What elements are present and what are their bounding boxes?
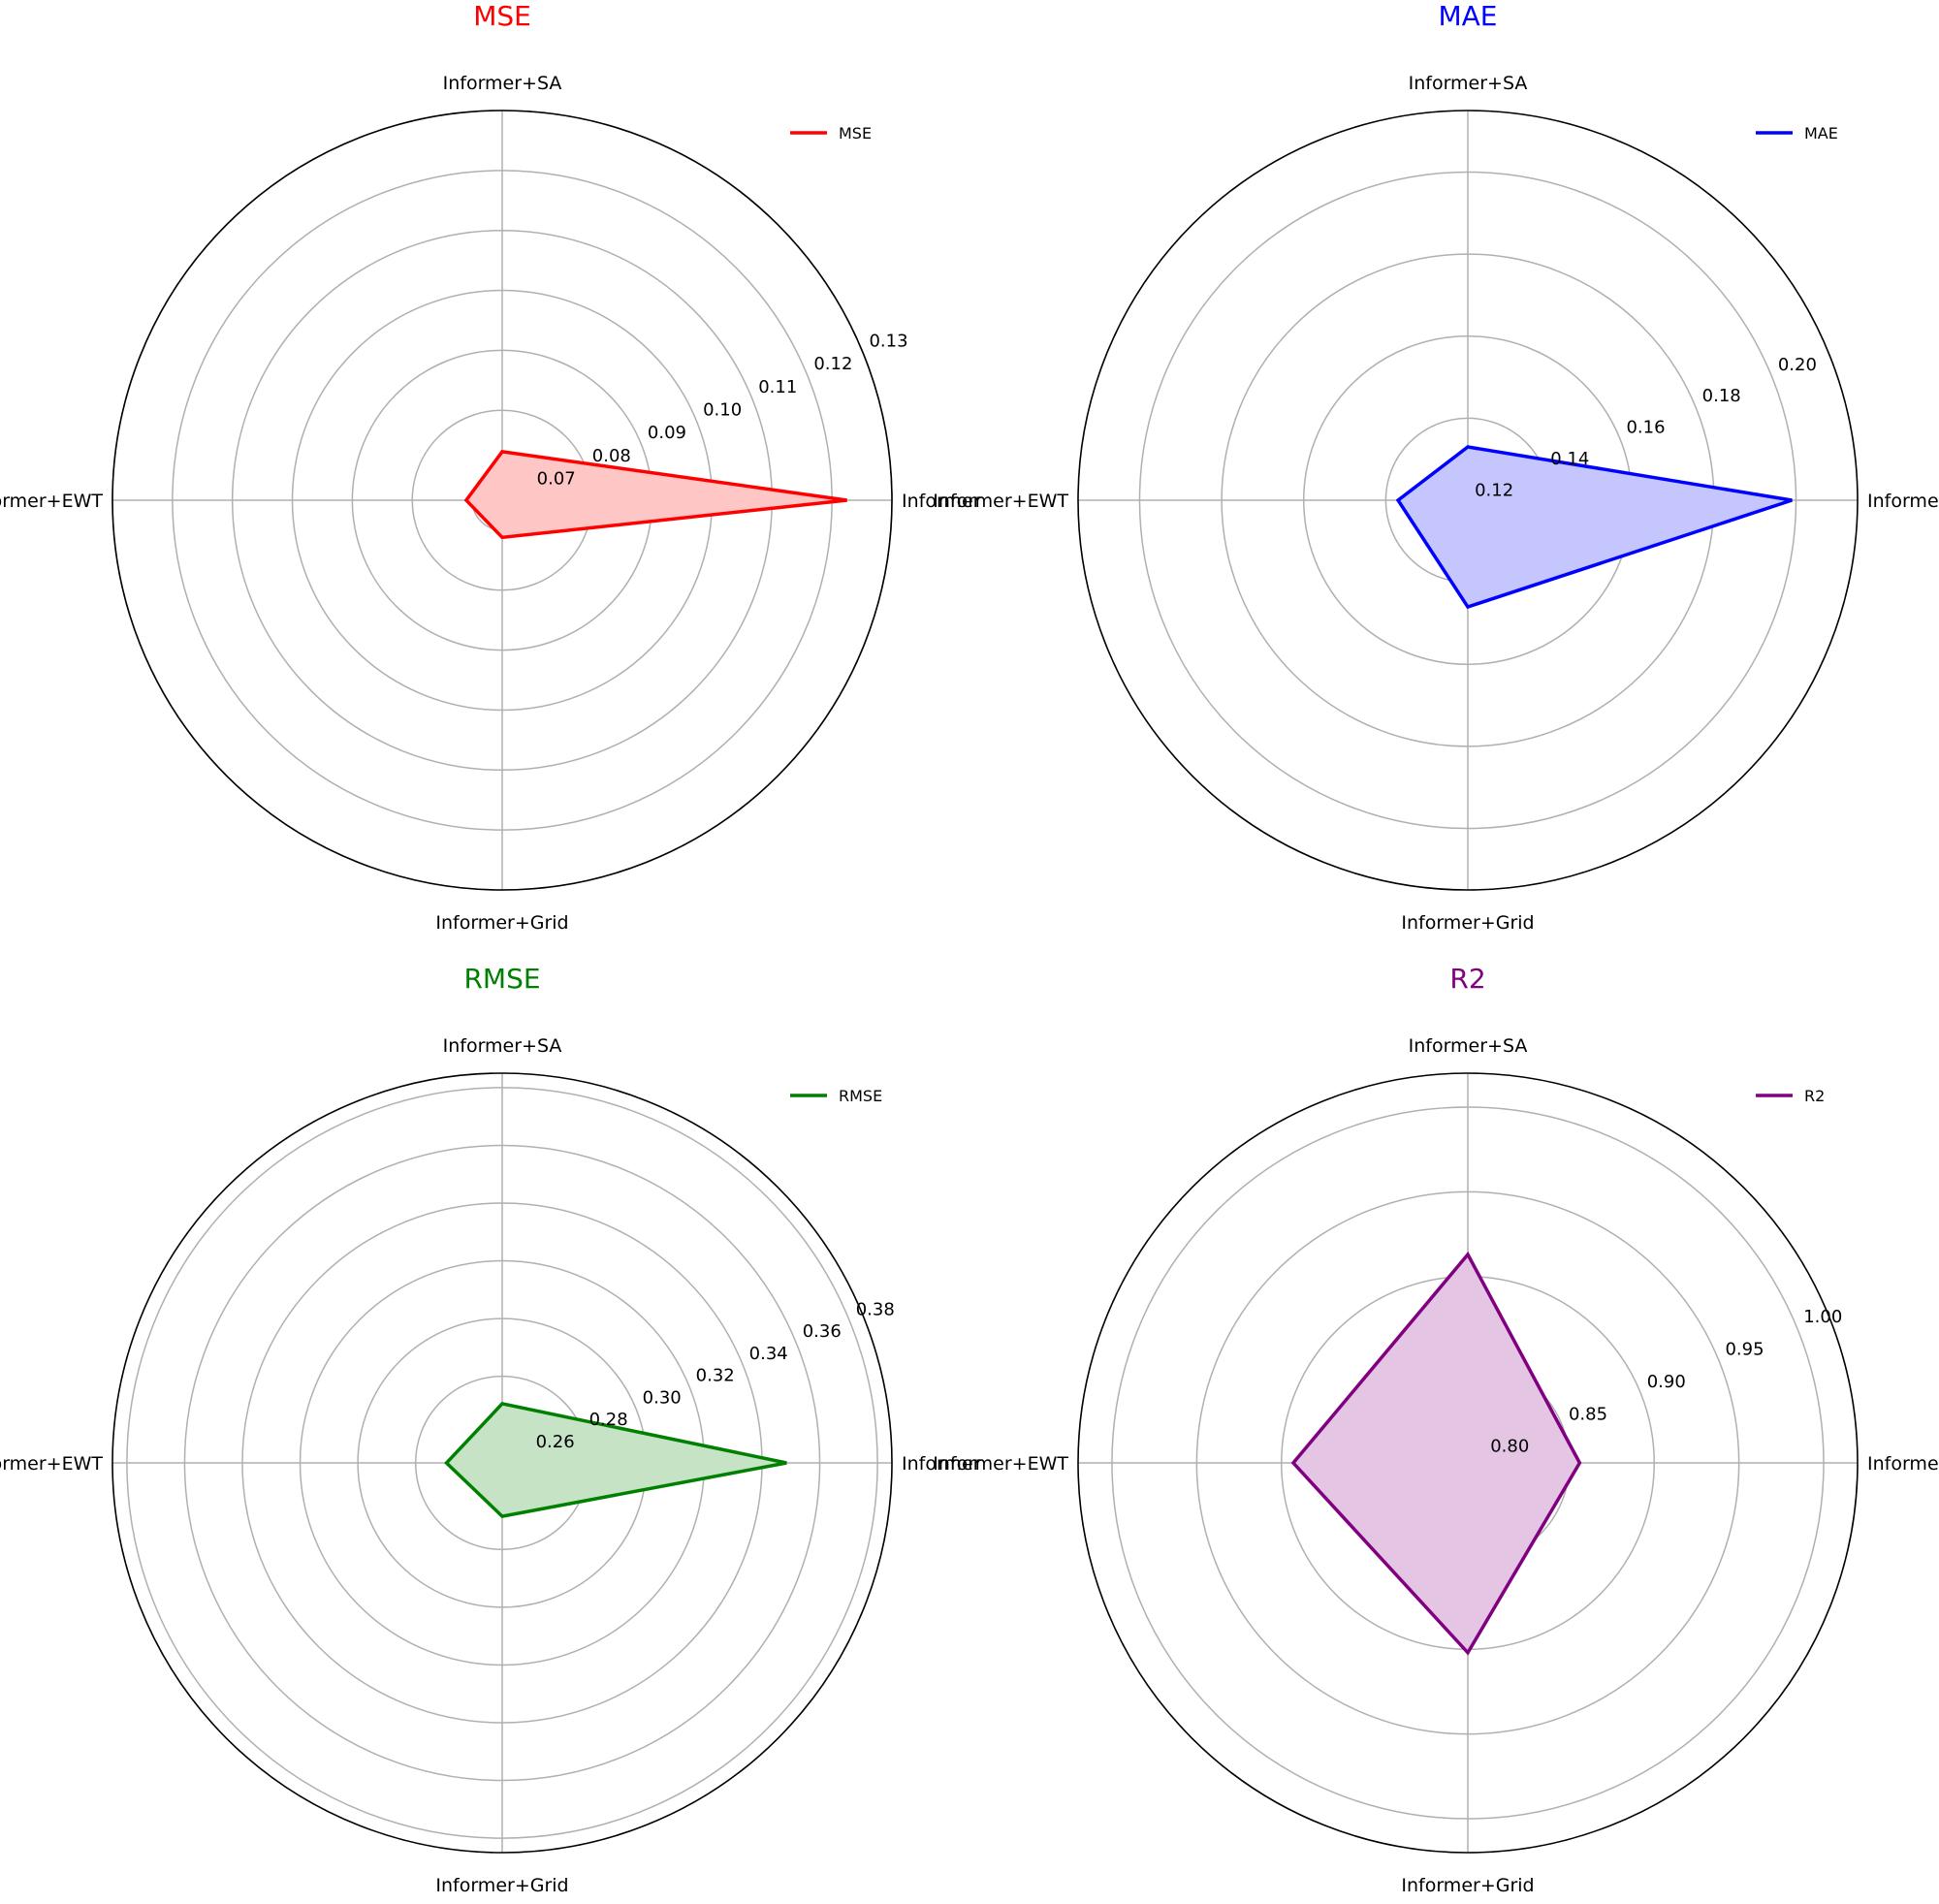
tick-label: 0.30	[643, 1387, 682, 1408]
category-label-informer-sa: Informer+SA	[443, 73, 562, 94]
tick-label: 0.34	[749, 1344, 788, 1364]
category-label-informer-grid: Informer+Grid	[435, 1875, 568, 1896]
category-label-informer: Informer	[1867, 1453, 1939, 1475]
chart-title: R2	[1449, 963, 1485, 995]
outer-frame	[111, 110, 893, 891]
category-label-informer-grid: Informer+Grid	[435, 912, 568, 934]
tick-label: 0.14	[1550, 449, 1589, 469]
legend: MSE	[790, 124, 872, 143]
legend-label: R2	[1804, 1087, 1825, 1105]
chart-title: RMSE	[463, 963, 540, 995]
panel-mae: 0.12 0.14 0.16 0.18 0.20 Informer Informer+SA I…	[933, 0, 1939, 934]
tick-label: 0.10	[703, 400, 742, 421]
tick-label: 0.80	[1490, 1437, 1529, 1457]
tick-label: 1.00	[1803, 1307, 1842, 1327]
panel-mse: 0.07 0.08 0.09 0.10 0.11 0.12 0.13 Informer Info…	[0, 0, 981, 934]
chart-title: MSE	[473, 0, 531, 32]
legend-label: MSE	[839, 124, 872, 143]
tick-label: 0.36	[803, 1321, 842, 1342]
legend-label: MAE	[1804, 124, 1838, 143]
tick-label: 0.90	[1647, 1372, 1686, 1392]
panel-rmse: 0.26 0.28 0.30 0.32 0.34 0.36 0.38 Informer Info…	[0, 963, 981, 1896]
legend: MAE	[1756, 124, 1838, 143]
tick-label: 0.26	[536, 1432, 575, 1452]
category-label-informer-sa: Informer+SA	[1409, 1035, 1528, 1057]
category-label-informer-sa: Informer+SA	[1409, 73, 1528, 94]
category-label-informer: Informer	[1867, 491, 1939, 512]
tick-label: 0.12	[1475, 480, 1513, 500]
tick-label: 0.28	[589, 1410, 628, 1430]
tick-label: 0.18	[1702, 386, 1741, 406]
tick-label: 0.85	[1569, 1404, 1607, 1424]
tick-label: 0.11	[758, 377, 797, 397]
category-label-informer-ewt: Informer+EWT	[933, 491, 1068, 512]
tick-label: 0.09	[648, 423, 686, 443]
tick-label: 0.20	[1778, 355, 1817, 375]
chart-title: MAE	[1438, 0, 1497, 32]
outer-frame	[1077, 1072, 1859, 1854]
category-label-informer-grid: Informer+Grid	[1401, 912, 1534, 934]
data-polygon-r2	[1290, 1251, 1582, 1656]
tick-label: 0.16	[1626, 418, 1665, 438]
tick-label: 0.08	[592, 446, 631, 466]
tick-label: 0.32	[696, 1366, 735, 1386]
category-label-informer-sa: Informer+SA	[443, 1035, 562, 1057]
category-label-informer-ewt: Informer+EWT	[0, 1453, 103, 1475]
tick-label: 0.38	[856, 1299, 895, 1319]
outer-frame	[1077, 110, 1859, 891]
category-label-informer: Informer	[902, 1453, 981, 1475]
legend: RMSE	[790, 1087, 882, 1105]
data-polygon-mse	[463, 450, 847, 540]
category-label-informer: Informer	[902, 491, 981, 512]
category-label-informer-ewt: Informer+EWT	[933, 1453, 1068, 1475]
tick-label: 0.13	[869, 332, 907, 352]
panel-r2: 0.80 0.85 0.90 0.95 1.00 Informer Informer+SA I…	[933, 963, 1939, 1896]
legend-label: RMSE	[839, 1087, 882, 1105]
tick-label: 0.07	[537, 469, 576, 490]
outer-frame	[111, 1072, 893, 1854]
category-label-informer-ewt: Informer+EWT	[0, 491, 103, 512]
legend: R2	[1756, 1087, 1825, 1105]
tick-label: 0.95	[1725, 1339, 1764, 1359]
tick-label: 0.12	[813, 354, 852, 374]
category-label-informer-grid: Informer+Grid	[1401, 1875, 1534, 1896]
data-polygon-mae	[1395, 445, 1793, 610]
